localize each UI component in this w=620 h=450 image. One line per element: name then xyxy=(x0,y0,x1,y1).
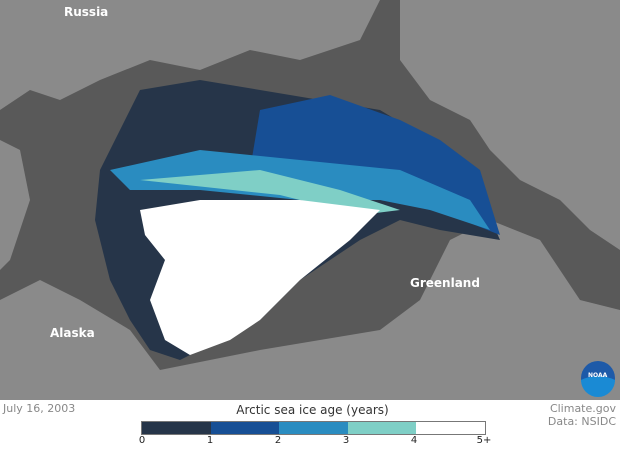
legend-swatch-4-5 xyxy=(416,422,485,434)
legend-colorbar xyxy=(141,421,486,435)
noaa-logo-text: NOAA xyxy=(588,372,608,379)
legend-title: Arctic sea ice age (years) xyxy=(236,403,389,417)
sea-ice-map xyxy=(0,0,620,400)
legend-swatch-0-1 xyxy=(142,422,211,434)
noaa-logo xyxy=(581,361,615,397)
legend-swatch-1-2 xyxy=(210,422,280,434)
legend-swatch-2-3 xyxy=(279,422,348,434)
legend-tick: 5+ xyxy=(476,435,492,446)
credit-source: Climate.gov xyxy=(549,402,616,415)
label-greenland: Greenland xyxy=(410,276,480,290)
label-russia: Russia xyxy=(64,5,109,19)
legend-swatch-3-4 xyxy=(347,422,417,434)
date-label: July 16, 2003 xyxy=(3,402,76,415)
legend-tick: 0 xyxy=(138,435,146,446)
land xyxy=(0,0,620,400)
credit-data: Data: NSIDC xyxy=(547,415,616,428)
legend-tick: 1 xyxy=(206,435,214,446)
legend-tick: 4 xyxy=(410,435,418,446)
credit: Climate.gov Data: NSIDC xyxy=(548,402,616,428)
legend-tick: 2 xyxy=(274,435,282,446)
sea-ice xyxy=(95,80,500,360)
legend-tick: 3 xyxy=(342,435,350,446)
label-alaska: Alaska xyxy=(50,326,95,340)
